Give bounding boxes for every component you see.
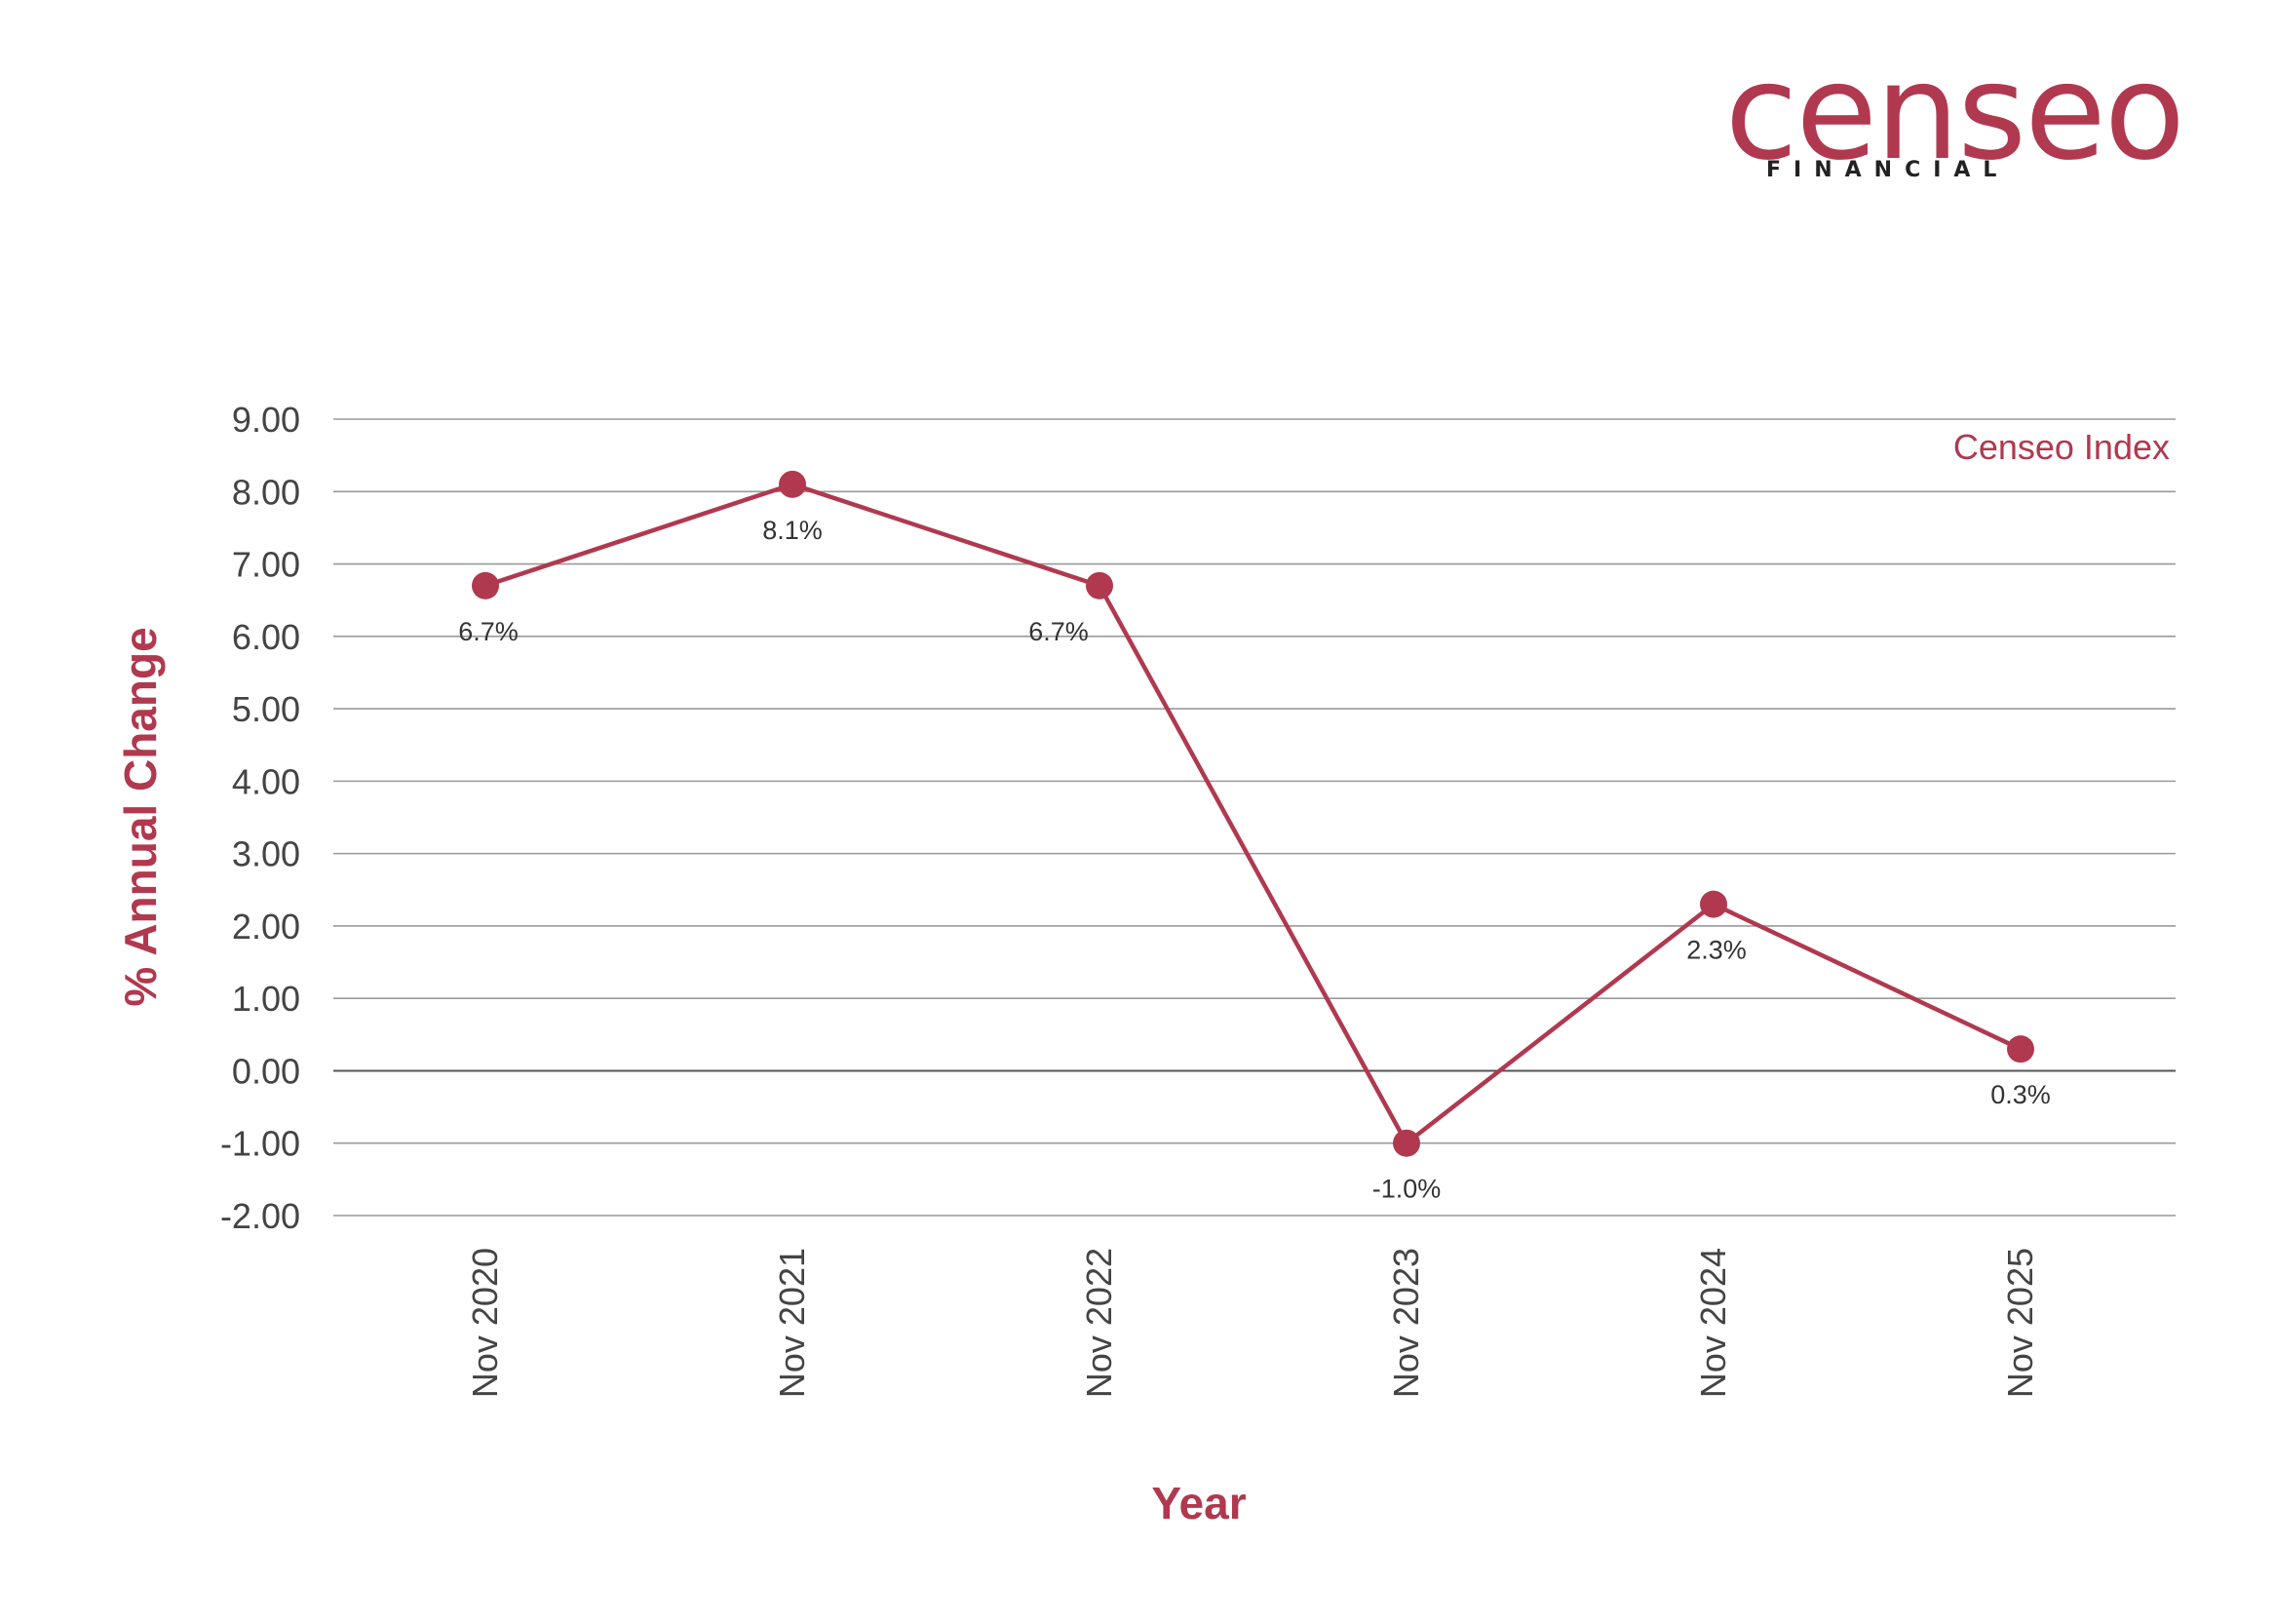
data-labels: 6.7% 8.1% 6.7% -1.0% 2.3% 0.3%: [458, 516, 2051, 1204]
data-label: 2.3%: [1686, 936, 1747, 965]
x-tick-label: Nov 2023: [1386, 1248, 1426, 1398]
data-point: [1086, 571, 1113, 599]
y-tick-label: 6.00: [232, 617, 300, 657]
y-tick-label: -2.00: [220, 1196, 300, 1236]
data-label: -1.0%: [1372, 1175, 1442, 1204]
y-axis-title: % Annual Change: [115, 627, 166, 1006]
legend-censeo-index: Censeo Index: [1953, 427, 2170, 467]
series-line: [484, 482, 2022, 1145]
gridlines: [333, 418, 2176, 1217]
y-tick-label: 1.00: [232, 979, 300, 1019]
y-tick-label: 4.00: [232, 761, 300, 801]
x-tick-label: Nov 2025: [2000, 1248, 2040, 1398]
data-label: 6.7%: [458, 617, 519, 646]
data-point: [1393, 1129, 1420, 1157]
data-point: [2007, 1035, 2034, 1063]
y-axis-ticks: 9.00 8.00 7.00 6.00 5.00 4.00 3.00 2.00 1.00 0.00…: [220, 400, 300, 1236]
logo-wordmark: censeo: [1724, 36, 2185, 190]
data-point: [472, 571, 499, 599]
x-tick-label: Nov 2020: [465, 1248, 505, 1398]
x-tick-label: Nov 2021: [772, 1248, 812, 1398]
data-label: 0.3%: [1990, 1080, 2051, 1109]
logo-tagline: FINANCIAL: [1766, 158, 2010, 182]
data-point: [779, 470, 806, 498]
x-tick-label: Nov 2022: [1079, 1248, 1119, 1398]
y-tick-label: 7.00: [232, 545, 300, 585]
censeo-logo: censeo FINANCIAL: [1725, 39, 2203, 195]
y-tick-label: 3.00: [232, 834, 300, 874]
data-label: 6.7%: [1028, 617, 1089, 646]
y-tick-label: -1.00: [220, 1124, 300, 1164]
data-label: 8.1%: [762, 516, 823, 545]
series-censeo-index: [472, 470, 2034, 1157]
x-axis-ticks: Nov 2020 Nov 2021 Nov 2022 Nov 2023 Nov 2024…: [465, 1248, 2040, 1398]
x-tick-label: Nov 2024: [1693, 1248, 1733, 1398]
x-axis-title: Year: [1151, 1478, 1246, 1528]
y-tick-label: 9.00: [232, 400, 300, 440]
data-point: [1700, 890, 1727, 918]
y-tick-label: 8.00: [232, 472, 300, 512]
y-tick-label: 0.00: [232, 1051, 300, 1091]
y-tick-label: 5.00: [232, 689, 300, 729]
y-tick-label: 2.00: [232, 907, 300, 947]
